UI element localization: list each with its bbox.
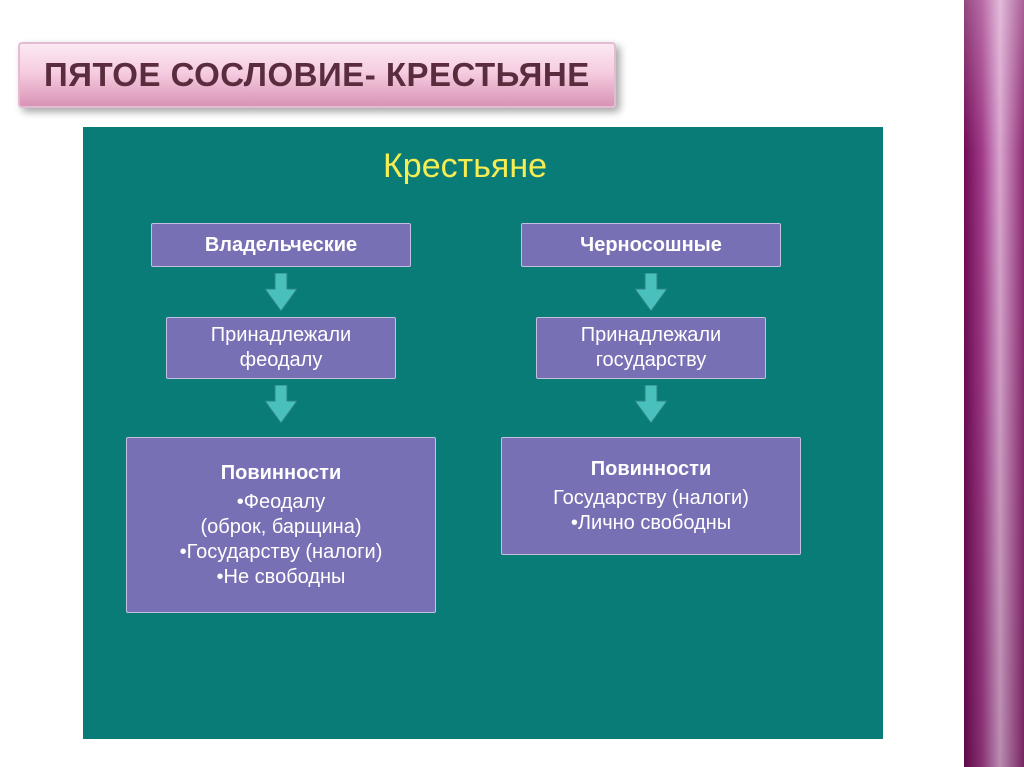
right-category-label: Черносошные xyxy=(580,233,722,258)
left-category-box: Владельческие xyxy=(151,223,411,267)
arrow-right-2 xyxy=(635,385,667,423)
right-duty-box: ПовинностиГосударству (налоги)•Лично сво… xyxy=(501,437,801,555)
right-accent-bar xyxy=(964,0,1024,767)
left-duty-content: Повинности•Феодалу(оброк, барщина)•Госуд… xyxy=(180,461,383,590)
title-box: ПЯТОЕ СОСЛОВИЕ- КРЕСТЬЯНЕ xyxy=(18,42,616,108)
left-mid-label: Принадлежалифеодалу xyxy=(211,323,351,373)
right-duty-content: ПовинностиГосударству (налоги)•Лично сво… xyxy=(553,457,749,536)
arrow-left-1 xyxy=(265,273,297,311)
left-duty-box: Повинности•Феодалу(оброк, барщина)•Госуд… xyxy=(126,437,436,613)
content-panel: Крестьяне Владельческие Принадлежалифеод… xyxy=(83,127,883,739)
header-area: ПЯТОЕ СОСЛОВИЕ- КРЕСТЬЯНЕ xyxy=(0,0,964,122)
arrow-left-2 xyxy=(265,385,297,423)
chart-title: Крестьяне xyxy=(383,147,547,186)
right-mid-label: Принадлежалигосударству xyxy=(581,323,721,373)
right-category-box: Черносошные xyxy=(521,223,781,267)
left-mid-box: Принадлежалифеодалу xyxy=(166,317,396,379)
slide-title: ПЯТОЕ СОСЛОВИЕ- КРЕСТЬЯНЕ xyxy=(44,56,590,94)
slide: ПЯТОЕ СОСЛОВИЕ- КРЕСТЬЯНЕ Крестьяне Влад… xyxy=(0,0,1024,767)
left-category-label: Владельческие xyxy=(205,233,357,258)
arrow-right-1 xyxy=(635,273,667,311)
right-mid-box: Принадлежалигосударству xyxy=(536,317,766,379)
